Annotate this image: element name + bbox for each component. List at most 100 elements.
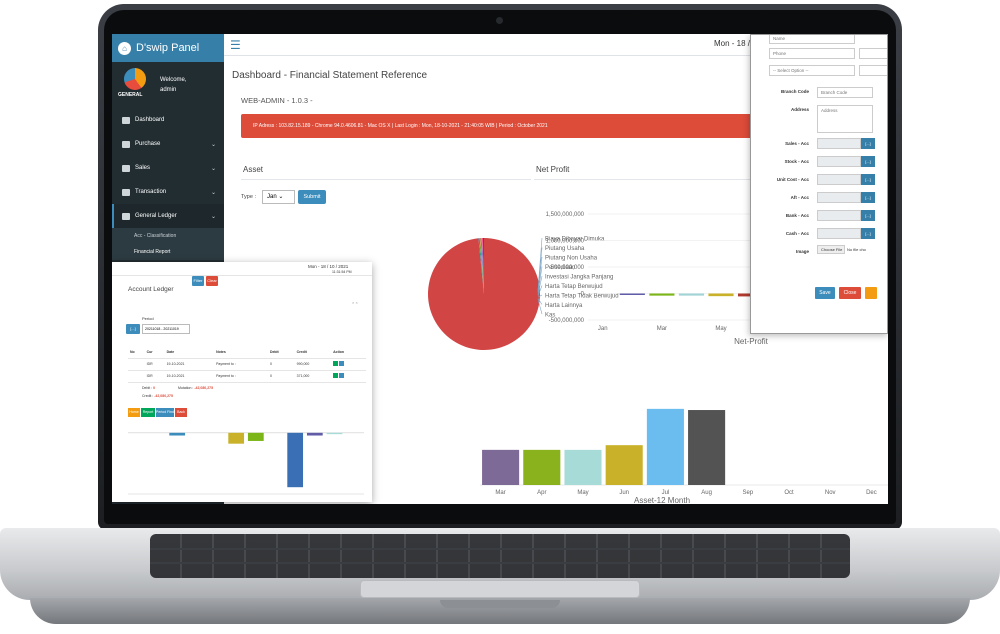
- pie-label-line: [537, 294, 543, 298]
- bar: [287, 432, 304, 488]
- edit-icon[interactable]: [333, 361, 339, 366]
- credit-value: -42,080,275: [154, 394, 173, 398]
- pie-slice: [481, 238, 484, 294]
- cell-cur: IDR: [144, 370, 165, 383]
- bar: [523, 449, 561, 485]
- sidebar-item-general-ledger[interactable]: General Ledger ⌄: [112, 204, 224, 228]
- sidebar-item-purchase[interactable]: Purchase ⌄: [112, 132, 224, 156]
- type-select[interactable]: Jan ⌄: [262, 190, 295, 204]
- bank-acc-input[interactable]: [817, 210, 861, 221]
- sales-acc-lookup[interactable]: [...]: [861, 138, 875, 149]
- view-icon[interactable]: [339, 361, 345, 366]
- cash-acc-lookup[interactable]: [...]: [861, 228, 875, 239]
- x-tick-label: May: [577, 490, 588, 496]
- ledger-table: No Cur Date Notes Debit Credit Action ID…: [128, 346, 366, 383]
- y-tick-label: 1,000,000,000: [546, 239, 585, 245]
- pie-label: Persediaan: [545, 265, 575, 271]
- branch-code-input[interactable]: Branch Code: [817, 87, 873, 98]
- period-label: Period: [142, 316, 154, 321]
- cash-acc-input[interactable]: [817, 228, 861, 239]
- pie-label: Kas: [545, 313, 555, 319]
- ledger-window-controls[interactable]: × ×: [352, 300, 358, 305]
- pie-slice: [481, 238, 484, 294]
- sidebar-subitem-financial-report[interactable]: Financial Report: [134, 249, 171, 255]
- filter-button[interactable]: Filter: [192, 276, 204, 286]
- bar: [169, 432, 186, 436]
- cell-notes: Payment to :: [214, 370, 268, 383]
- sidebar-subitem-acc-classification[interactable]: Acc - Classification: [134, 233, 177, 239]
- pie-slice: [479, 238, 484, 294]
- sidebar-item-label: Transaction: [135, 189, 167, 195]
- name-input[interactable]: Name: [769, 35, 855, 44]
- pie-slice: [480, 238, 484, 294]
- close-button[interactable]: Close: [839, 287, 861, 299]
- ledger-icon: [122, 212, 130, 220]
- side-input[interactable]: [859, 65, 887, 76]
- unit-cost-acc-input[interactable]: [817, 174, 861, 185]
- back-button[interactable]: Back: [175, 408, 187, 417]
- unit-cost-acc-lookup[interactable]: [...]: [861, 174, 875, 185]
- extra-button[interactable]: [865, 287, 877, 299]
- side-input[interactable]: [859, 48, 887, 59]
- ledger-time: 11:31:54 PM: [332, 270, 352, 274]
- sidebar-item-transaction[interactable]: Transaction ⌄: [112, 180, 224, 204]
- account-lookup-button[interactable]: [...]: [126, 324, 140, 334]
- report-button[interactable]: Report: [141, 408, 155, 417]
- asset-box-title: Asset: [243, 165, 264, 174]
- credit-label: Credit :: [142, 394, 154, 398]
- pie-label-line: [537, 266, 543, 294]
- bar: [646, 408, 684, 485]
- bank-acc-lookup[interactable]: [...]: [861, 210, 875, 221]
- x-tick-label: Dec: [866, 490, 877, 496]
- chevron-down-icon: ⌄: [210, 141, 216, 148]
- sidebar-item-label: General Ledger: [135, 213, 177, 219]
- cell-action: [331, 370, 366, 383]
- field-label: Bank - Acc: [785, 213, 809, 218]
- view-icon[interactable]: [339, 373, 345, 378]
- sales-acc-input[interactable]: [817, 138, 861, 149]
- lid-notch: [440, 600, 560, 608]
- type-label: Type :: [241, 194, 256, 200]
- sidebar-item-dashboard[interactable]: Dashboard: [112, 108, 224, 132]
- aft-acc-input[interactable]: [817, 192, 861, 203]
- bar: [688, 410, 726, 485]
- x-axis-title: Asset-12 Month: [634, 496, 690, 504]
- choose-file-button[interactable]: Choose File: [817, 245, 845, 254]
- submenu: Acc - Classification Financial Report: [112, 228, 224, 260]
- pie-label: Piutang Usaha: [545, 246, 585, 252]
- address-input[interactable]: Address: [817, 105, 873, 133]
- aft-acc-lookup[interactable]: [...]: [861, 192, 875, 203]
- pie-label: Biaya Dibayar Dimuka: [545, 237, 605, 243]
- stock-acc-lookup[interactable]: [...]: [861, 156, 875, 167]
- home-button[interactable]: Home: [128, 408, 140, 417]
- app-screen: ⌂ D'swip Panel GENERAL Welcome, admin Da…: [112, 34, 888, 504]
- stock-acc-input[interactable]: [817, 156, 861, 167]
- transaction-icon: [122, 188, 130, 196]
- x-tick-label: May: [715, 326, 726, 332]
- submit-button[interactable]: Submit: [298, 190, 326, 204]
- column-header: No: [128, 346, 145, 359]
- field-label: Stock - Acc: [784, 159, 809, 164]
- sidebar-item-sales[interactable]: Sales ⌄: [112, 156, 224, 180]
- type-select-value: Jan: [267, 194, 277, 200]
- asset-12-month-chart: Mar Apr May Jun Jul Aug Sep Oct Nov Dec Asset-12 M…: [480, 408, 888, 504]
- cell-cur: IDR: [144, 358, 165, 371]
- period-range-input[interactable]: 20211018 - 20211019: [142, 324, 190, 334]
- sidebar-item-label: Purchase: [135, 141, 161, 147]
- cell-credit: 371,000: [294, 370, 332, 383]
- cart-icon: [122, 164, 130, 172]
- save-button[interactable]: Save: [815, 287, 835, 299]
- field-label: Cash - Acc: [785, 231, 809, 236]
- brand-bar[interactable]: ⌂ D'swip Panel: [112, 34, 224, 62]
- bar: [228, 432, 245, 444]
- edit-icon[interactable]: [333, 373, 339, 378]
- cart-icon: [122, 140, 130, 148]
- clear-button[interactable]: Clear: [206, 276, 218, 286]
- netprofit-box-title: Net Profit: [536, 165, 570, 174]
- phone-input[interactable]: Phone: [769, 48, 855, 59]
- welcome-text: Welcome, admin: [160, 75, 187, 95]
- menu-toggle-icon[interactable]: ☰: [230, 38, 241, 52]
- option-select[interactable]: -- Select Option --: [769, 65, 855, 76]
- period-find-button[interactable]: Period Find +: [156, 408, 174, 423]
- welcome-line: Welcome,: [160, 77, 187, 83]
